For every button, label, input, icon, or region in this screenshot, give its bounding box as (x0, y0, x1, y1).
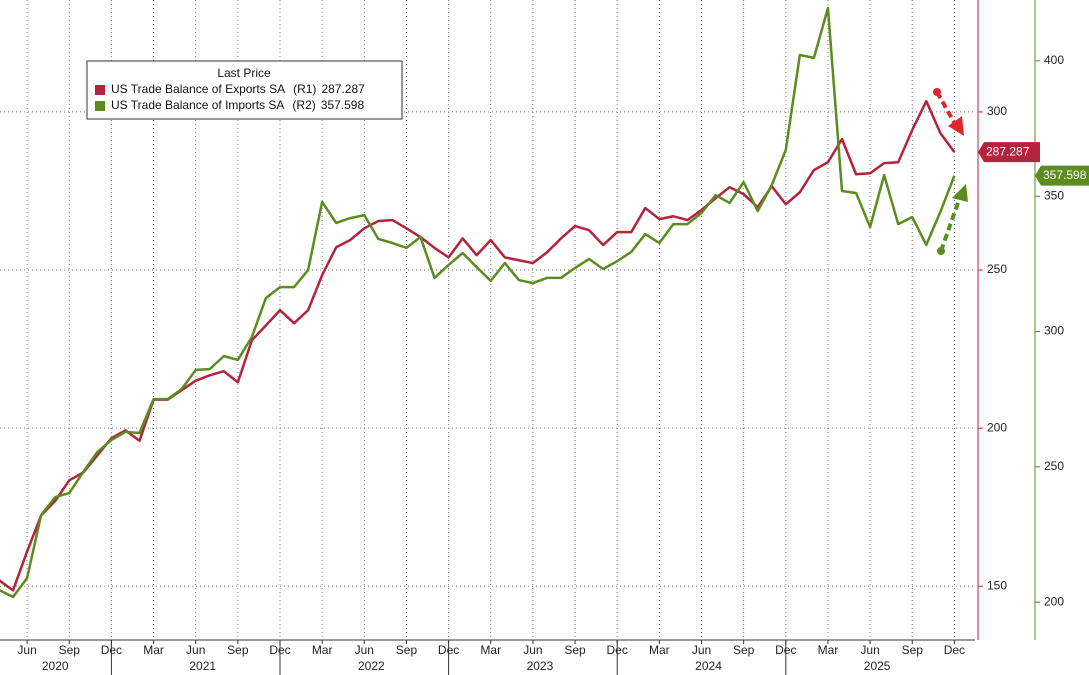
x-tick-label: Jun (186, 643, 205, 657)
legend: Last Price US Trade Balance of Exports S… (86, 60, 403, 120)
year-label: 2021 (189, 659, 216, 673)
legend-text-part: (R1) (293, 82, 316, 96)
x-tick-label: Dec (944, 643, 965, 657)
x-tick-label: Sep (902, 643, 924, 657)
year-label: 2022 (358, 659, 385, 673)
legend-items: US Trade Balance of Exports SA (R1) 287.28… (95, 82, 365, 112)
y2-tick-label: 250 (1044, 459, 1064, 473)
red-arrow (935, 91, 957, 125)
y-tick-label: 250 (987, 262, 1007, 276)
year-label: 2020 (42, 659, 69, 673)
x-tick-label: Jun (523, 643, 542, 657)
x-tick-label: Mar (480, 643, 501, 657)
series-line (0, 99, 956, 592)
red-arrow-head (948, 116, 964, 136)
legend-entry: US Trade Balance of Exports SA (R1) 287.28… (111, 82, 365, 96)
last-value-tag (978, 142, 1040, 163)
x-tick-label: Jun (860, 643, 879, 657)
y2-tick-label: 400 (1044, 53, 1064, 67)
y-tick-label: 300 (987, 104, 1007, 118)
legend-text-part: 287.287 (321, 82, 365, 96)
x-tick-label: Sep (227, 643, 249, 657)
year-label: 2025 (864, 659, 891, 673)
legend-swatch (95, 85, 105, 95)
legend-title: Last Price (217, 66, 271, 80)
green-arrow (939, 199, 961, 252)
green-arrow-tail (937, 247, 945, 255)
legend-text-part: 357.598 (321, 98, 365, 112)
last-value-label: 287.287 (986, 144, 1030, 158)
last-value-label: 357.598 (1043, 168, 1087, 182)
legend-text-part: (R2) (292, 98, 315, 112)
y-tick-label: 200 (987, 420, 1007, 434)
x-tick-label: Sep (396, 643, 418, 657)
legend-entry: US Trade Balance of Imports SA (R2) 357.59… (111, 98, 364, 112)
x-tick-label: Mar (143, 643, 164, 657)
x-tick-label: Mar (312, 643, 333, 657)
y2-tick-label: 200 (1044, 594, 1064, 608)
arrow-annotations (933, 88, 968, 255)
lines (0, 6, 956, 599)
y2-tick-label: 300 (1044, 324, 1064, 338)
x-tick-label: Jun (692, 643, 711, 657)
year-label: 2024 (695, 659, 722, 673)
legend-text-part: US Trade Balance of Exports SA (111, 82, 285, 96)
red-arrow-tail (933, 88, 941, 96)
grid (0, 0, 975, 640)
x-tick-label: Sep (733, 643, 755, 657)
last-value-tag (1035, 165, 1089, 186)
x-tick-label: Mar (649, 643, 670, 657)
legend-swatch (95, 101, 105, 111)
x-tick-label: Jun (355, 643, 374, 657)
x-tick-label: Sep (59, 643, 81, 657)
x-tick-label: Mar (818, 643, 839, 657)
year-label: 2023 (527, 659, 554, 673)
legend-box (86, 60, 403, 120)
x-tick-label: Jun (17, 643, 36, 657)
green-arrow-head (952, 184, 968, 202)
y-tick-label: 150 (987, 578, 1007, 592)
legend-text-part: US Trade Balance of Imports SA (111, 98, 284, 112)
series-line (0, 6, 956, 599)
y2-tick-label: 350 (1044, 188, 1064, 202)
x-tick-label: Sep (564, 643, 586, 657)
